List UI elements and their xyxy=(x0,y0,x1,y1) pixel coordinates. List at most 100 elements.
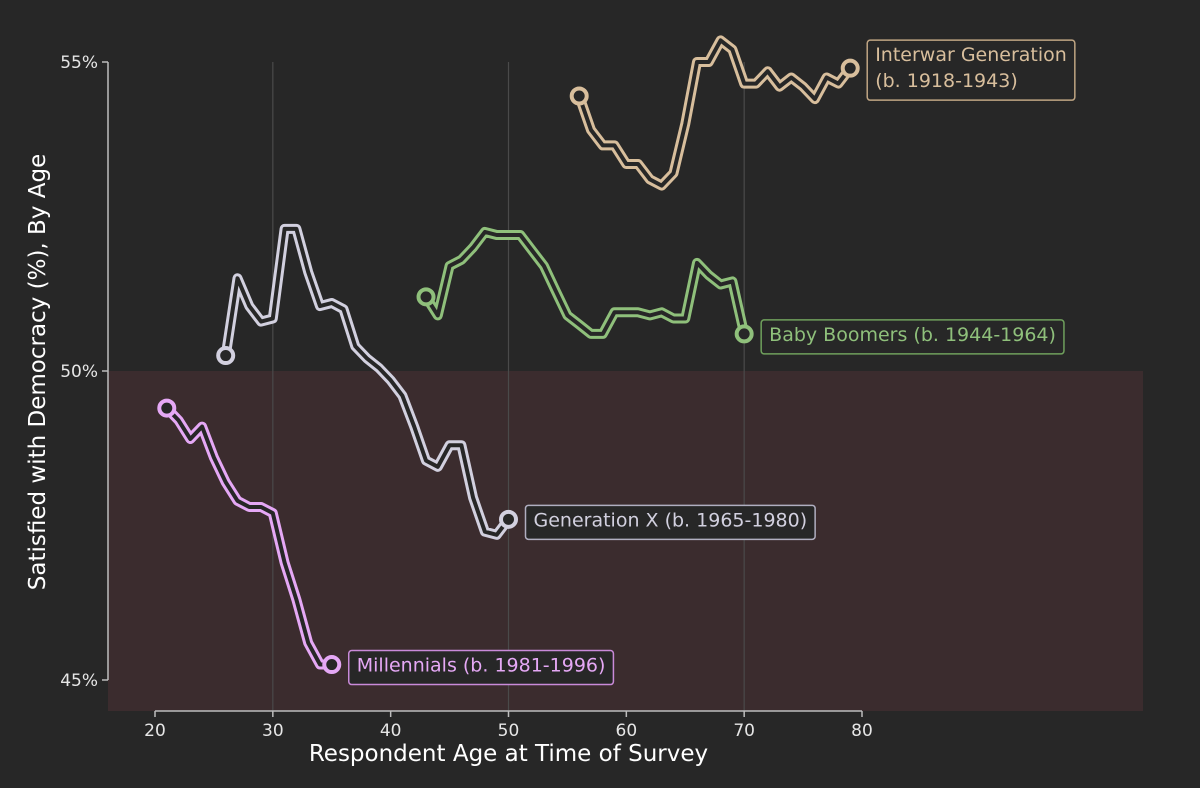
data-point xyxy=(683,122,687,126)
data-point xyxy=(813,97,817,101)
data-point xyxy=(613,310,617,314)
data-point xyxy=(695,261,699,265)
data-point xyxy=(365,357,369,361)
data-point xyxy=(483,530,487,534)
y-tick-label: 55% xyxy=(60,53,98,73)
data-point xyxy=(660,310,664,314)
data-point xyxy=(495,233,499,237)
series-end-marker xyxy=(840,58,860,78)
series-label-1: Generation X (b. 1965-1980) xyxy=(524,504,816,541)
data-point xyxy=(671,316,675,320)
x-axis-title: Respondent Age at Time of Survey xyxy=(309,741,708,767)
data-point xyxy=(695,60,699,64)
series-3 xyxy=(569,35,860,191)
series-line-inner xyxy=(577,38,853,188)
series-1 xyxy=(216,223,518,540)
data-point xyxy=(212,456,216,460)
data-point xyxy=(730,48,734,52)
data-point xyxy=(224,480,228,484)
data-point xyxy=(801,85,805,89)
x-tick-label: 60 xyxy=(616,721,638,741)
series-start-marker xyxy=(216,346,236,366)
data-point xyxy=(342,307,346,311)
data-point xyxy=(471,245,475,249)
data-point xyxy=(518,233,522,237)
series-label-text: Baby Boomers (b. 1944-1964) xyxy=(769,324,1056,346)
data-point xyxy=(683,316,687,320)
data-point xyxy=(200,425,204,429)
data-point xyxy=(483,230,487,234)
data-point xyxy=(259,505,263,509)
data-point xyxy=(766,69,770,73)
data-point xyxy=(294,227,298,231)
x-tick-label: 40 xyxy=(380,721,402,741)
data-point xyxy=(459,258,463,262)
data-point xyxy=(754,82,758,86)
data-point xyxy=(636,310,640,314)
data-point xyxy=(424,459,428,463)
data-point xyxy=(436,465,440,469)
data-point xyxy=(507,233,511,237)
data-point xyxy=(318,304,322,308)
data-point xyxy=(471,496,475,500)
series-end-marker xyxy=(322,655,342,675)
y-tick-label: 50% xyxy=(60,362,98,382)
data-point xyxy=(565,313,569,317)
data-point xyxy=(400,394,404,398)
series-end-marker xyxy=(499,509,518,529)
x-tick-label: 30 xyxy=(262,721,284,741)
data-point xyxy=(648,313,652,317)
data-point xyxy=(836,82,840,86)
x-tick-label: 50 xyxy=(498,721,520,741)
x-tick-label: 70 xyxy=(733,721,755,741)
series-label-text: Interwar Generation xyxy=(875,44,1067,66)
x-tick-label: 20 xyxy=(144,721,166,741)
series-label-text: (b. 1918-1943) xyxy=(875,70,1018,92)
data-point xyxy=(730,279,734,283)
data-point xyxy=(306,270,310,274)
series-end-marker xyxy=(734,324,754,344)
series-label-box xyxy=(866,39,1076,101)
data-point xyxy=(318,663,322,667)
data-point xyxy=(259,320,263,324)
data-point xyxy=(283,561,287,565)
series-start-marker xyxy=(416,287,436,307)
data-point xyxy=(448,443,452,447)
data-point xyxy=(177,418,181,422)
y-axis-title: Satisfied with Democracy (%), By Age xyxy=(25,154,51,590)
data-point xyxy=(577,323,581,327)
data-point xyxy=(742,82,746,86)
data-point xyxy=(589,128,593,132)
series-0 xyxy=(157,398,342,675)
data-point xyxy=(707,273,711,277)
series-label-2: Baby Boomers (b. 1944-1964) xyxy=(760,319,1065,355)
data-point xyxy=(601,332,605,336)
data-point xyxy=(624,310,628,314)
data-point xyxy=(436,313,440,317)
data-point xyxy=(542,264,546,268)
data-point xyxy=(330,301,334,305)
series-label-3: Interwar Generation (b. 1918-1943) xyxy=(866,39,1076,101)
data-point xyxy=(353,344,357,348)
data-point xyxy=(459,443,463,447)
data-point xyxy=(448,264,452,268)
data-point xyxy=(247,505,251,509)
series-label-text: Generation X (b. 1965-1980) xyxy=(534,509,808,531)
series-line-inner xyxy=(424,229,747,336)
data-point xyxy=(707,60,711,64)
data-point xyxy=(247,304,251,308)
data-point xyxy=(306,641,310,645)
data-point xyxy=(624,162,628,166)
data-point xyxy=(294,598,298,602)
data-point xyxy=(660,184,664,188)
series-line-outer xyxy=(574,35,856,191)
data-point xyxy=(235,276,239,280)
series-label-box xyxy=(524,504,816,541)
series-label-box xyxy=(348,649,615,686)
data-point xyxy=(389,378,393,382)
data-point xyxy=(778,85,782,89)
data-point xyxy=(671,171,675,175)
data-point xyxy=(636,162,640,166)
x-tick-label: 80 xyxy=(851,721,873,741)
